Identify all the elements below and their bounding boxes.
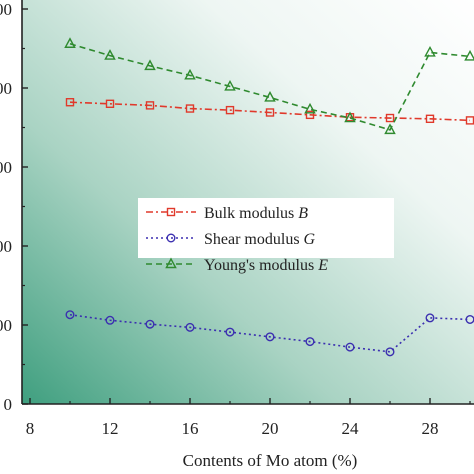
data-point — [304, 102, 316, 114]
y-tick-label: 00 — [0, 237, 12, 256]
series-line-3 — [69, 42, 471, 131]
data-point — [225, 327, 235, 337]
data-point — [265, 332, 275, 342]
data-point — [145, 319, 155, 329]
data-point — [64, 37, 76, 48]
data-point — [105, 99, 115, 109]
legend-marker — [165, 257, 177, 269]
y-tick-label: 0 — [4, 395, 13, 414]
legend-marker — [166, 207, 176, 217]
data-point — [384, 123, 396, 135]
legend-label: Bulk modulus B — [204, 205, 308, 222]
series-line-2 — [69, 313, 471, 353]
legend-entry: Shear modulus G — [146, 231, 316, 248]
series-2 — [65, 310, 474, 357]
legend-marker — [166, 233, 176, 243]
legend-entry: Bulk modulus B — [146, 205, 308, 222]
y-tick-label: 00 — [0, 158, 12, 177]
x-tick-label: 24 — [342, 419, 360, 438]
data-point — [145, 101, 155, 110]
data-point — [305, 337, 315, 347]
data-point — [345, 342, 355, 352]
legend-label: Young's modulus E — [204, 257, 328, 274]
series-3 — [64, 37, 474, 135]
data-point — [264, 91, 276, 102]
y-tick-label: 00 — [0, 0, 12, 19]
series-1 — [65, 98, 474, 125]
x-tick-label: 12 — [102, 419, 119, 438]
data-point — [464, 49, 474, 61]
axes — [21, 0, 474, 405]
data-point — [425, 313, 435, 323]
data-point — [385, 113, 395, 123]
x-tick-label: 16 — [182, 419, 199, 438]
legend-entry: Young's modulus E — [146, 257, 328, 274]
series-layer — [64, 37, 474, 357]
legend: Bulk modulus B Shear modulus G Young's mod… — [138, 198, 394, 274]
x-tick-label: 28 — [422, 419, 439, 438]
data-point — [425, 114, 435, 124]
x-tick-label: 20 — [262, 419, 279, 438]
data-point — [305, 110, 315, 120]
data-point — [144, 59, 156, 71]
y-tick-label: 00 — [0, 316, 12, 335]
data-point — [65, 310, 75, 320]
x-axis-title: Contents of Mo atom (%) — [183, 451, 358, 470]
data-point — [104, 49, 116, 60]
data-point — [65, 98, 75, 107]
tick-labels: 8121620242800000000000 — [0, 0, 439, 438]
data-point — [105, 315, 115, 325]
legend-box — [138, 198, 394, 258]
data-point — [224, 79, 236, 91]
data-point — [185, 104, 195, 113]
x-tick-label: 8 — [26, 419, 35, 438]
series-line-1 — [69, 101, 471, 122]
y-tick-label: 00 — [0, 79, 12, 98]
legend-label: Shear modulus G — [204, 231, 316, 248]
data-point — [424, 45, 436, 57]
data-point — [185, 322, 195, 332]
data-point — [385, 347, 395, 357]
data-point — [184, 68, 196, 80]
data-point — [265, 108, 275, 117]
data-point — [225, 105, 235, 115]
data-point — [344, 111, 356, 123]
